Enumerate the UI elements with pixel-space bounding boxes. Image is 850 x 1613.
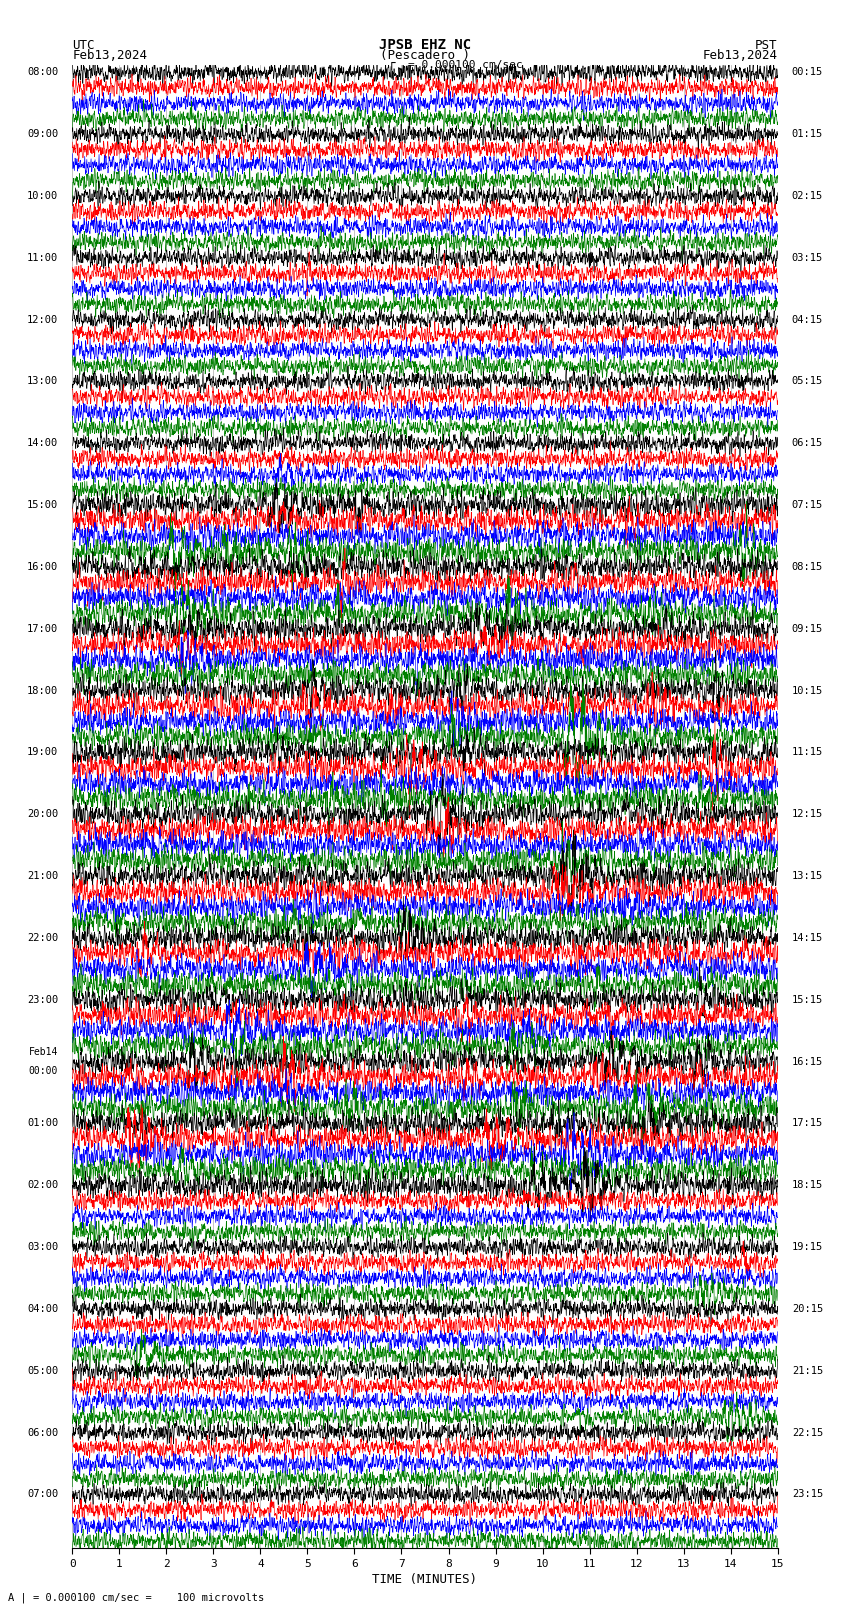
- Text: 21:00: 21:00: [27, 871, 58, 881]
- Text: 06:00: 06:00: [27, 1428, 58, 1437]
- Text: 09:15: 09:15: [792, 624, 823, 634]
- Text: 21:15: 21:15: [792, 1366, 823, 1376]
- Text: 09:00: 09:00: [27, 129, 58, 139]
- Text: 05:00: 05:00: [27, 1366, 58, 1376]
- Text: 03:15: 03:15: [792, 253, 823, 263]
- Text: ┌: ┌: [388, 56, 394, 71]
- Text: 13:15: 13:15: [792, 871, 823, 881]
- Text: 13:00: 13:00: [27, 376, 58, 387]
- Text: 15:15: 15:15: [792, 995, 823, 1005]
- Text: Feb13,2024: Feb13,2024: [72, 48, 147, 63]
- Text: 20:15: 20:15: [792, 1303, 823, 1315]
- Text: 07:15: 07:15: [792, 500, 823, 510]
- Text: (Pescadero ): (Pescadero ): [380, 48, 470, 63]
- Text: 08:00: 08:00: [27, 68, 58, 77]
- Text: 08:15: 08:15: [792, 561, 823, 573]
- Text: 12:00: 12:00: [27, 315, 58, 324]
- Text: 23:00: 23:00: [27, 995, 58, 1005]
- Text: 16:15: 16:15: [792, 1057, 823, 1066]
- Text: 23:15: 23:15: [792, 1489, 823, 1500]
- Text: JPSB EHZ NC: JPSB EHZ NC: [379, 39, 471, 52]
- Text: 16:00: 16:00: [27, 561, 58, 573]
- X-axis label: TIME (MINUTES): TIME (MINUTES): [372, 1573, 478, 1586]
- Text: = 0.000100 cm/sec: = 0.000100 cm/sec: [408, 60, 523, 71]
- Text: A | = 0.000100 cm/sec =    100 microvolts: A | = 0.000100 cm/sec = 100 microvolts: [8, 1592, 264, 1603]
- Text: 03:00: 03:00: [27, 1242, 58, 1252]
- Text: 19:00: 19:00: [27, 747, 58, 758]
- Text: 00:15: 00:15: [792, 68, 823, 77]
- Text: 18:15: 18:15: [792, 1181, 823, 1190]
- Text: 14:00: 14:00: [27, 439, 58, 448]
- Text: 11:15: 11:15: [792, 747, 823, 758]
- Text: 06:15: 06:15: [792, 439, 823, 448]
- Text: 07:00: 07:00: [27, 1489, 58, 1500]
- Text: 02:00: 02:00: [27, 1181, 58, 1190]
- Text: UTC: UTC: [72, 39, 94, 52]
- Text: 17:15: 17:15: [792, 1118, 823, 1129]
- Text: 02:15: 02:15: [792, 190, 823, 202]
- Text: 20:00: 20:00: [27, 810, 58, 819]
- Text: 10:15: 10:15: [792, 686, 823, 695]
- Text: Feb13,2024: Feb13,2024: [703, 48, 778, 63]
- Text: 15:00: 15:00: [27, 500, 58, 510]
- Text: 01:15: 01:15: [792, 129, 823, 139]
- Text: 01:00: 01:00: [27, 1118, 58, 1129]
- Text: 11:00: 11:00: [27, 253, 58, 263]
- Text: 14:15: 14:15: [792, 932, 823, 944]
- Text: Feb14: Feb14: [29, 1047, 58, 1057]
- Text: 12:15: 12:15: [792, 810, 823, 819]
- Text: 18:00: 18:00: [27, 686, 58, 695]
- Text: 19:15: 19:15: [792, 1242, 823, 1252]
- Text: 05:15: 05:15: [792, 376, 823, 387]
- Text: 00:00: 00:00: [29, 1066, 58, 1076]
- Text: 22:15: 22:15: [792, 1428, 823, 1437]
- Text: PST: PST: [756, 39, 778, 52]
- Text: 22:00: 22:00: [27, 932, 58, 944]
- Text: 10:00: 10:00: [27, 190, 58, 202]
- Text: 04:15: 04:15: [792, 315, 823, 324]
- Text: 04:00: 04:00: [27, 1303, 58, 1315]
- Text: 17:00: 17:00: [27, 624, 58, 634]
